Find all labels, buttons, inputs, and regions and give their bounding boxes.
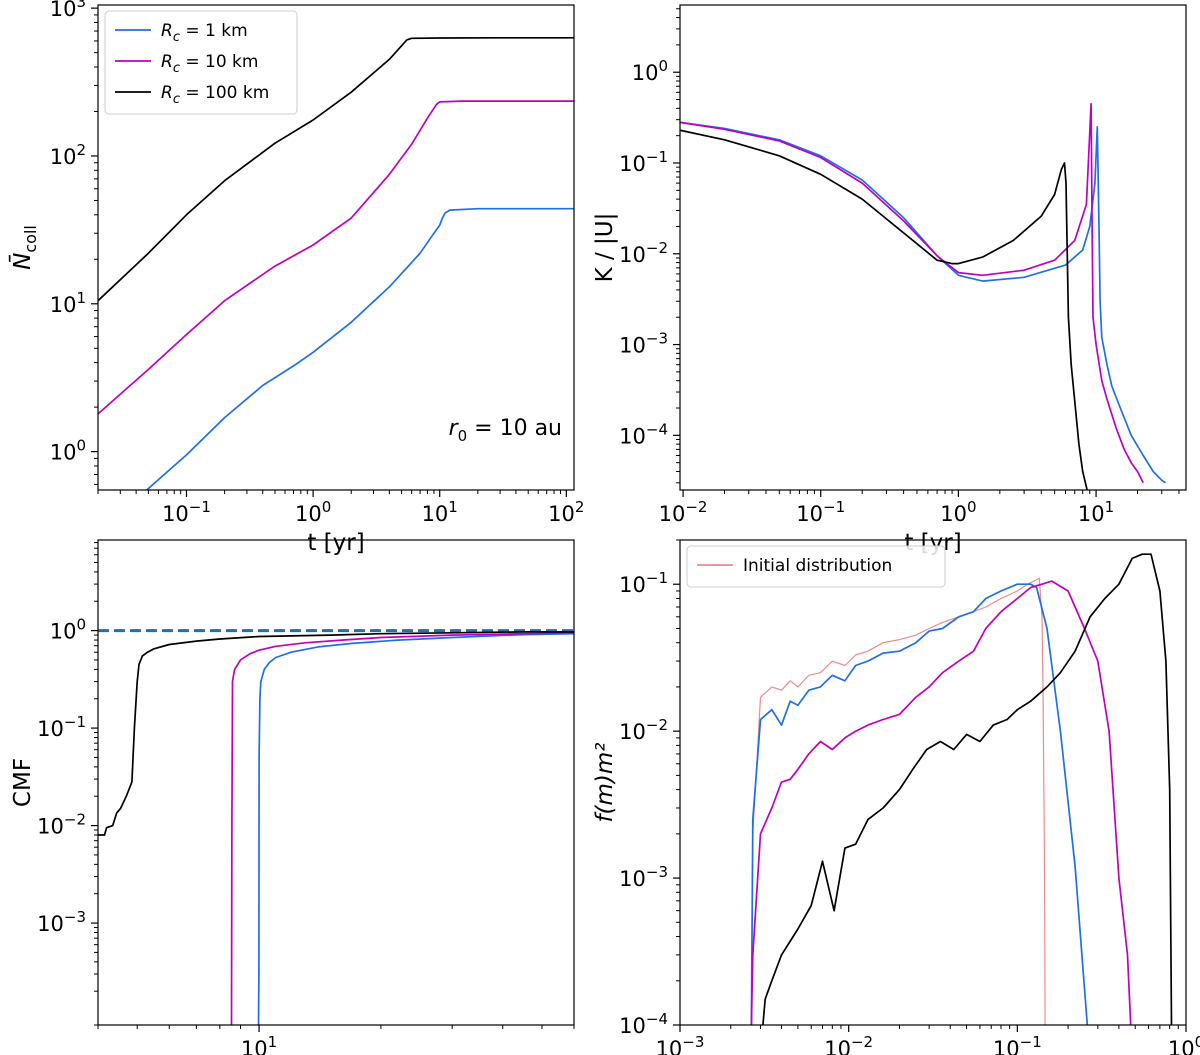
energy-y-tick-label: 100 bbox=[632, 57, 668, 85]
coll-x-tick-label: 10−1 bbox=[162, 498, 211, 526]
cmf-series-rc-1-km bbox=[257, 632, 574, 1025]
stokes-x-tick-label: 10−1 bbox=[993, 1033, 1042, 1055]
cmf-series-group bbox=[98, 631, 574, 1025]
stokes-y-tick-label: 10−1 bbox=[619, 569, 668, 597]
stokes-legend-box bbox=[686, 545, 946, 588]
coll-series-rc-100-km bbox=[98, 36, 574, 302]
cmf-y-tick-label: 100 bbox=[50, 616, 86, 644]
coll-series-rc-10-km bbox=[98, 100, 574, 415]
stokes-y-tick-label: 10−3 bbox=[619, 863, 668, 891]
cmf-y-tick-label: 10−1 bbox=[37, 713, 86, 741]
cmf-series-rc-10-km bbox=[230, 631, 574, 1025]
energy-y-tick-label: 10−1 bbox=[619, 148, 668, 176]
energy-series-rc-10-km bbox=[680, 102, 1144, 484]
energy-x-tick-label: 10−1 bbox=[796, 498, 845, 526]
coll-y-tick-label: 102 bbox=[50, 141, 86, 169]
energy-series-rc-100-km bbox=[680, 129, 1088, 490]
stokes-series-rc-100-km bbox=[762, 553, 1173, 1025]
coll-legend: Rc = 1 km Rc = 10 km Rc = 100 km bbox=[104, 10, 298, 115]
coll-minor-ticks bbox=[94, 14, 562, 494]
stokes-x-tick-label: 10−2 bbox=[824, 1033, 873, 1055]
coll-legend-label: Rc = 100 km bbox=[161, 83, 269, 107]
energy-x-tick-label: 10−2 bbox=[659, 498, 708, 526]
coll-legend-label: Rc = 1 km bbox=[161, 21, 248, 45]
energy-axes-frame bbox=[679, 4, 1187, 491]
coll-y-tick-label: 103 bbox=[50, 0, 86, 21]
stokes-x-tick-label: 100 bbox=[1168, 1033, 1200, 1055]
stokes-legend-label: Initial distribution bbox=[743, 556, 892, 576]
coll-x-tick-label: 101 bbox=[422, 498, 458, 526]
panel-stokes: 10−310−210−110010−410−310−210−1Stf(m)m²I… bbox=[592, 539, 1200, 1055]
coll-y-tick-label: 101 bbox=[50, 289, 86, 317]
stokes-y-axis-label: f(m)m² bbox=[592, 742, 618, 822]
cmf-minor-ticks bbox=[94, 542, 575, 1029]
coll-legend-label: Rc = 10 km bbox=[161, 52, 258, 76]
energy-y-axis-label: K / |U| bbox=[592, 213, 618, 283]
energy-x-tick-label: 100 bbox=[940, 498, 976, 526]
stokes-y-tick-label: 10−4 bbox=[619, 1010, 668, 1038]
energy-x-tick-label: 101 bbox=[1078, 498, 1114, 526]
coll-x-tick-label: 100 bbox=[295, 498, 331, 526]
stokes-x-tick-label: 10−3 bbox=[656, 1033, 705, 1055]
energy-y-tick-label: 10−3 bbox=[619, 330, 668, 358]
cmf-x-tick-label: 101 bbox=[241, 1033, 277, 1055]
cmf-axes-frame bbox=[97, 539, 575, 1026]
coll-x-tick-label: 102 bbox=[548, 498, 584, 526]
coll-axes-frame bbox=[97, 4, 575, 491]
energy-y-tick-label: 10−4 bbox=[619, 420, 668, 448]
stokes-series-rc-10-km bbox=[750, 580, 1132, 1025]
stokes-minor-ticks bbox=[676, 539, 1179, 1029]
cmf-y-tick-label: 10−3 bbox=[37, 908, 86, 936]
energy-minor-ticks bbox=[676, 8, 1180, 494]
coll-x-axis-label: t [yr] bbox=[307, 530, 364, 556]
cmf-y-tick-label: 10−2 bbox=[37, 811, 86, 839]
coll-annotation: r0 = 10 au bbox=[449, 416, 562, 445]
stokes-series-group bbox=[750, 553, 1173, 1025]
stokes-series-rc-1-km bbox=[750, 583, 1089, 1025]
coll-y-axis-label: N̄coll bbox=[8, 225, 40, 270]
cmf-y-axis-label: CMF bbox=[10, 758, 36, 807]
coll-legend-box bbox=[104, 10, 298, 115]
coll-series-group bbox=[98, 36, 574, 490]
coll-y-tick-label: 100 bbox=[50, 437, 86, 465]
cmf-series-rc-100-km bbox=[98, 631, 574, 836]
stokes-y-tick-label: 10−2 bbox=[619, 716, 668, 744]
stokes-series-initial-distribution bbox=[750, 577, 1046, 1025]
stokes-axes-frame bbox=[679, 539, 1187, 1026]
panel-coll: 10−1 100 101 102 100 101 102 103 t [yr] N̄coll r0 … bbox=[8, 0, 585, 556]
energy-y-tick-label: 10−2 bbox=[619, 239, 668, 267]
coll-series-rc-1-km bbox=[145, 207, 574, 490]
energy-series-group bbox=[680, 102, 1167, 490]
stokes-legend: Initial distribution bbox=[686, 545, 946, 588]
